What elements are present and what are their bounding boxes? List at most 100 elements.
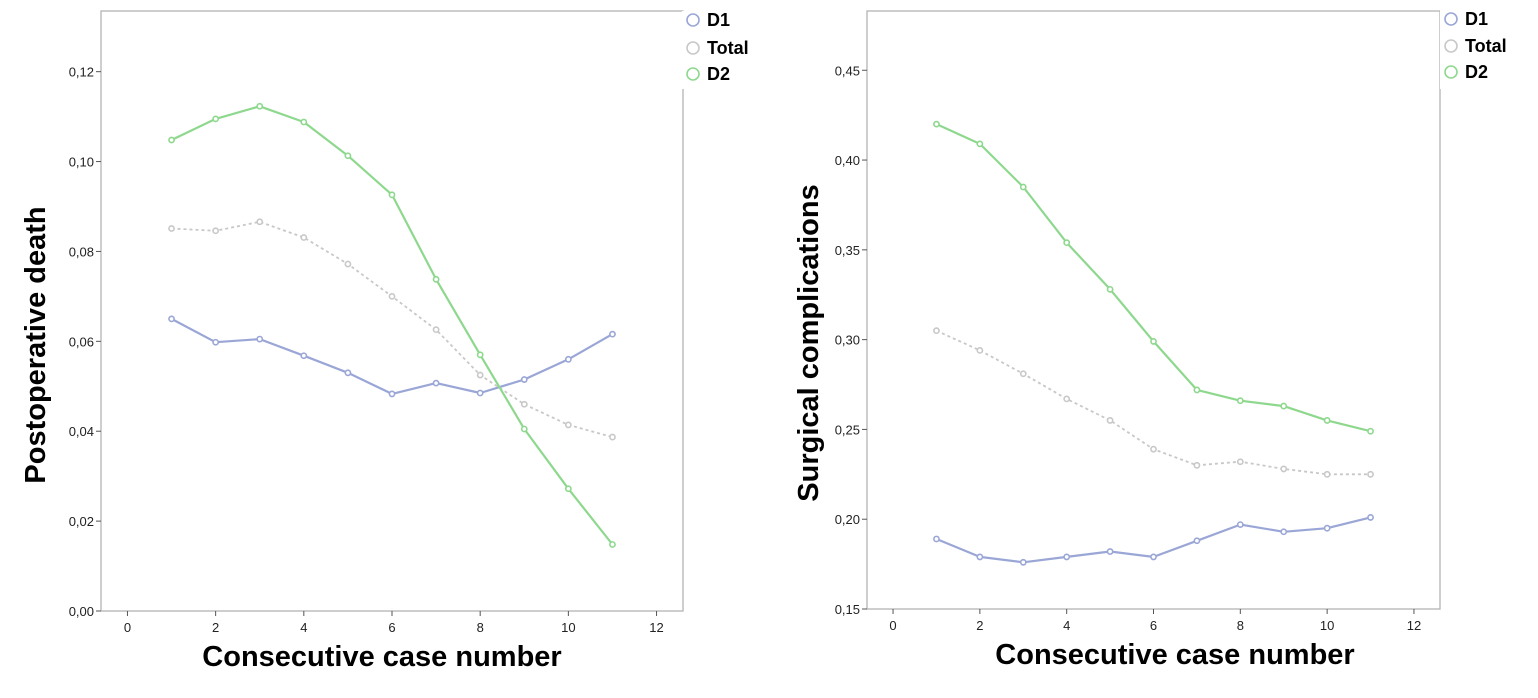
x-tick-label: 4 (300, 620, 307, 635)
data-point-d1 (1019, 558, 1027, 566)
plot-frame (100, 10, 684, 612)
x-axis-title: Consecutive case number (995, 639, 1354, 671)
data-point-d1 (344, 369, 352, 377)
x-tick-label: 0 (889, 618, 896, 633)
x-tick-label: 8 (1237, 618, 1244, 633)
y-tick-label: 0,02 (69, 514, 94, 529)
data-point-d1 (976, 553, 984, 561)
data-point-d2 (1019, 183, 1027, 191)
legend-label-d1: D1 (1465, 9, 1488, 29)
legend-marker-d2 (1444, 65, 1458, 79)
data-point-total (1236, 458, 1244, 466)
data-point-d1 (388, 390, 396, 398)
data-point-d1 (520, 376, 528, 383)
data-point-d2 (1367, 427, 1374, 435)
y-tick-label: 0,25 (835, 422, 860, 437)
data-point-d1 (1150, 553, 1157, 561)
y-tick-label: 0,00 (69, 604, 94, 619)
legend-label-d1: D1 (707, 10, 730, 30)
legend-label-total: Total (1465, 36, 1507, 56)
data-point-d2 (933, 120, 940, 128)
data-point-d2 (1280, 402, 1288, 410)
data-point-total (168, 225, 175, 232)
x-tick-label: 2 (976, 618, 983, 633)
data-point-d1 (1323, 524, 1331, 532)
y-axis-title: Surgical complications (793, 184, 825, 501)
data-point-total (1193, 461, 1201, 469)
data-point-total (609, 433, 616, 441)
legend-marker-d1 (1444, 12, 1458, 26)
x-tick-label: 10 (1320, 618, 1334, 633)
data-point-d2 (212, 115, 220, 123)
data-point-d2 (1323, 417, 1331, 424)
x-tick-label: 2 (212, 620, 219, 635)
data-point-d2 (432, 275, 440, 283)
data-point-total (564, 421, 572, 429)
data-point-total (976, 347, 984, 354)
data-point-total (476, 371, 484, 379)
x-tick-label: 12 (1407, 618, 1421, 633)
data-point-total (300, 234, 308, 241)
data-point-d2 (1150, 338, 1157, 345)
y-axis-title: Postoperative death (20, 206, 52, 483)
data-point-total (1019, 370, 1027, 378)
legend-label-total: Total (707, 38, 749, 58)
data-point-d2 (344, 152, 352, 160)
x-tick-label: 6 (1150, 618, 1157, 633)
postoperative-death-chart: 0 2 4 6 8 10 12 0,00 0,02 0,04 0,06 0,08 0,10 0,12 D1 T… (20, 10, 749, 673)
data-point-total (933, 327, 940, 335)
data-point-d1 (432, 379, 440, 387)
data-point-total (1063, 395, 1071, 403)
data-point-d2 (388, 191, 396, 199)
data-point-total (1280, 465, 1288, 473)
data-point-d1 (564, 355, 572, 363)
legend-label-d2: D2 (1465, 62, 1488, 82)
y-tick-label: 0,10 (69, 155, 94, 170)
data-point-d1 (1193, 537, 1201, 545)
y-tick-label: 0,35 (835, 243, 860, 258)
data-point-d1 (212, 338, 220, 346)
data-point-d2 (256, 102, 264, 110)
data-point-total (212, 227, 220, 235)
data-point-d2 (976, 140, 984, 148)
y-tick-label: 0,08 (69, 244, 94, 259)
y-tick-label: 0,12 (69, 65, 94, 80)
data-point-total (1150, 445, 1157, 453)
data-point-d1 (168, 315, 175, 323)
data-point-d2 (1193, 386, 1201, 394)
y-tick-label: 0,15 (835, 602, 860, 617)
x-tick-label: 6 (388, 620, 395, 635)
data-point-d1 (609, 330, 616, 338)
x-tick-label: 12 (649, 620, 663, 635)
surgical-complications-chart-svg: 0 2 4 6 8 10 12 0,15 0,20 0,25 0,30 0,35 0,40 0,45 D1 T… (793, 9, 1538, 671)
data-point-d1 (1280, 528, 1288, 536)
data-point-d1 (300, 352, 308, 360)
plot-frame (866, 10, 1441, 610)
data-point-d1 (256, 335, 264, 343)
data-point-d1 (1236, 521, 1244, 528)
x-tick-label: 8 (477, 620, 484, 635)
data-point-total (344, 260, 352, 268)
legend-marker-total (686, 41, 700, 55)
legend-marker-total (1444, 39, 1458, 53)
data-point-total (256, 218, 264, 226)
data-point-d1 (476, 389, 484, 397)
surgical-complications-chart: 0 2 4 6 8 10 12 0,15 0,20 0,25 0,30 0,35 0,40 0,45 D1 T… (770, 0, 1538, 698)
y-tick-label: 0,30 (835, 333, 860, 348)
legend-marker-d1 (686, 13, 700, 27)
data-point-d1 (1367, 514, 1374, 521)
data-point-d2 (476, 351, 484, 359)
x-axis-title: Consecutive case number (202, 641, 561, 673)
postoperative-death-chart-svg: 0 2 4 6 8 10 12 0,00 0,02 0,04 0,06 0,08 0,10 0,12 D1 T… (20, 10, 749, 673)
data-point-d2 (1063, 239, 1071, 247)
data-point-total (1323, 470, 1331, 478)
data-point-total (432, 326, 440, 334)
x-tick-label: 10 (561, 620, 575, 635)
data-point-d2 (1106, 285, 1114, 293)
data-point-d1 (1063, 553, 1071, 561)
y-tick-label: 0,04 (69, 424, 94, 439)
data-point-d2 (300, 118, 308, 126)
data-point-d1 (1106, 548, 1114, 555)
data-point-total (1106, 417, 1114, 424)
x-tick-label: 4 (1063, 618, 1070, 633)
